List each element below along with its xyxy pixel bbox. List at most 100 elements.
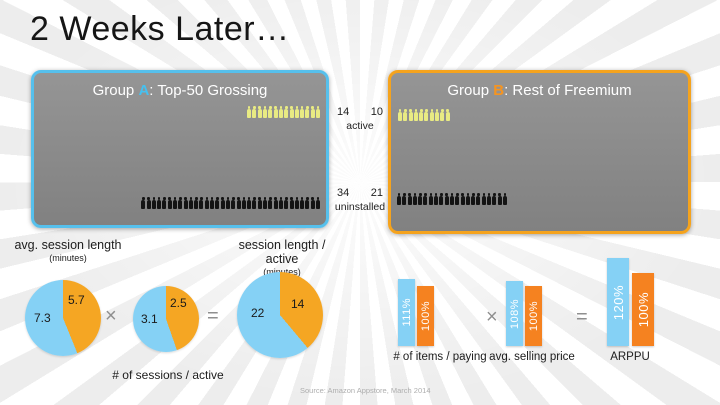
person-icon: [220, 197, 225, 209]
person-icon: [236, 197, 241, 209]
session-length-per-active-title-text: session length / active: [238, 238, 326, 266]
active-label: active: [346, 120, 374, 132]
group-a-active-count: 14: [337, 106, 350, 118]
person-icon: [284, 197, 289, 209]
person-icon: [284, 106, 289, 118]
items-bar-group-b: 100%: [417, 286, 434, 346]
pie2-group-b-value: 2.5: [170, 296, 187, 310]
person-icon: [141, 197, 146, 209]
arppu-bar-group-b-value: 100%: [635, 291, 651, 328]
person-icon: [445, 109, 450, 121]
person-icon: [424, 109, 429, 121]
person-icon: [162, 197, 167, 209]
person-icon: [407, 193, 412, 205]
items-bar-group-a: 111%: [398, 279, 415, 346]
person-icon: [278, 106, 283, 118]
session-length-per-active-pie: 22 14: [237, 272, 323, 358]
person-icon: [439, 193, 444, 205]
avg-session-length-title: avg. session length (minutes): [8, 238, 128, 263]
person-icon: [172, 197, 177, 209]
person-icon: [300, 106, 305, 118]
group-b-title-rest: : Rest of Freemium: [504, 82, 632, 99]
person-icon: [471, 193, 476, 205]
active-counts: 14 10: [331, 106, 389, 118]
group-b-title-prefix: Group: [447, 82, 494, 99]
group-a-panel: Group A: Top-50 Grossing: [31, 70, 329, 228]
person-icon: [273, 106, 278, 118]
page-title: 2 Weeks Later…: [30, 10, 290, 48]
pie3-group-b-value: 14: [291, 297, 305, 311]
person-icon: [397, 193, 401, 205]
group-b-title: Group B: Rest of Freemium: [391, 82, 688, 99]
person-icon: [476, 193, 481, 205]
person-icon: [146, 197, 151, 209]
source-note: Source: Amazon Appstore, March 2014: [300, 386, 431, 395]
person-icon: [429, 109, 434, 121]
person-icon: [449, 193, 454, 205]
avg-session-length-title-text: avg. session length: [14, 238, 122, 252]
group-a-active-pictogram: [247, 106, 320, 118]
person-icon: [502, 193, 507, 205]
person-icon: [294, 106, 299, 118]
person-icon: [289, 106, 294, 118]
group-b-panel: Group B: Rest of Freemium: [388, 70, 691, 234]
person-icon: [225, 197, 230, 209]
person-icon: [413, 109, 418, 121]
person-icon: [487, 193, 492, 205]
avg-session-length-unit: (minutes): [49, 253, 87, 263]
group-b-active-count: 10: [370, 106, 383, 118]
group-a-uninstalled-pictogram: [141, 197, 320, 209]
pie1-group-b-value: 5.7: [68, 293, 85, 307]
person-icon: [263, 197, 268, 209]
person-icon: [419, 109, 424, 121]
person-icon: [183, 197, 188, 209]
group-b-active-pictogram: [398, 109, 450, 121]
person-icon: [252, 197, 257, 209]
arppu-label: ARPPU: [610, 351, 650, 363]
person-icon: [178, 197, 183, 209]
group-b-uninstalled-count: 21: [370, 187, 383, 199]
person-icon: [402, 193, 407, 205]
items-bar-group-b-value: 100%: [419, 300, 432, 332]
multiply-operator-1: ×: [105, 305, 117, 327]
price-bar-group-b: 100%: [525, 286, 542, 346]
group-b-letter: B: [493, 82, 505, 99]
person-icon: [408, 109, 413, 121]
person-icon: [412, 193, 417, 205]
person-icon: [215, 197, 220, 209]
arppu-bars: 120% 100%: [607, 258, 654, 346]
avg-selling-price-bars: 108% 100%: [506, 281, 542, 346]
uninstalled-counts: 34 21: [331, 187, 389, 199]
equals-operator-2: =: [576, 306, 588, 328]
avg-session-length-pie: 7.3 5.7: [25, 280, 101, 356]
person-icon: [316, 197, 320, 209]
sessions-per-active-title: # of sessions / active: [112, 368, 224, 382]
pie1-group-a-value: 7.3: [34, 311, 51, 325]
person-icon: [204, 197, 209, 209]
person-icon: [310, 106, 315, 118]
group-a-title-prefix: Group: [92, 82, 139, 99]
items-per-paying-label: # of items / paying: [393, 351, 487, 363]
person-icon: [435, 109, 440, 121]
person-icon: [157, 197, 162, 209]
multiply-operator-2: ×: [486, 306, 498, 328]
person-icon: [247, 197, 252, 209]
person-icon: [305, 106, 310, 118]
uninstalled-label: uninstalled: [334, 201, 386, 213]
person-icon: [268, 197, 273, 209]
person-icon: [210, 197, 215, 209]
person-icon: [316, 106, 320, 118]
person-icon: [444, 193, 449, 205]
person-icon: [289, 197, 294, 209]
person-icon: [252, 106, 257, 118]
person-icon: [151, 197, 156, 209]
price-bar-group-a: 108%: [506, 281, 523, 346]
group-a-title: Group A: Top-50 Grossing: [34, 82, 326, 99]
sessions-per-active-pie: 3.1 2.5: [133, 286, 199, 352]
person-icon: [263, 106, 268, 118]
person-icon: [294, 197, 299, 209]
group-b-uninstalled-pictogram: [397, 193, 507, 205]
person-icon: [497, 193, 502, 205]
person-icon: [460, 193, 465, 205]
